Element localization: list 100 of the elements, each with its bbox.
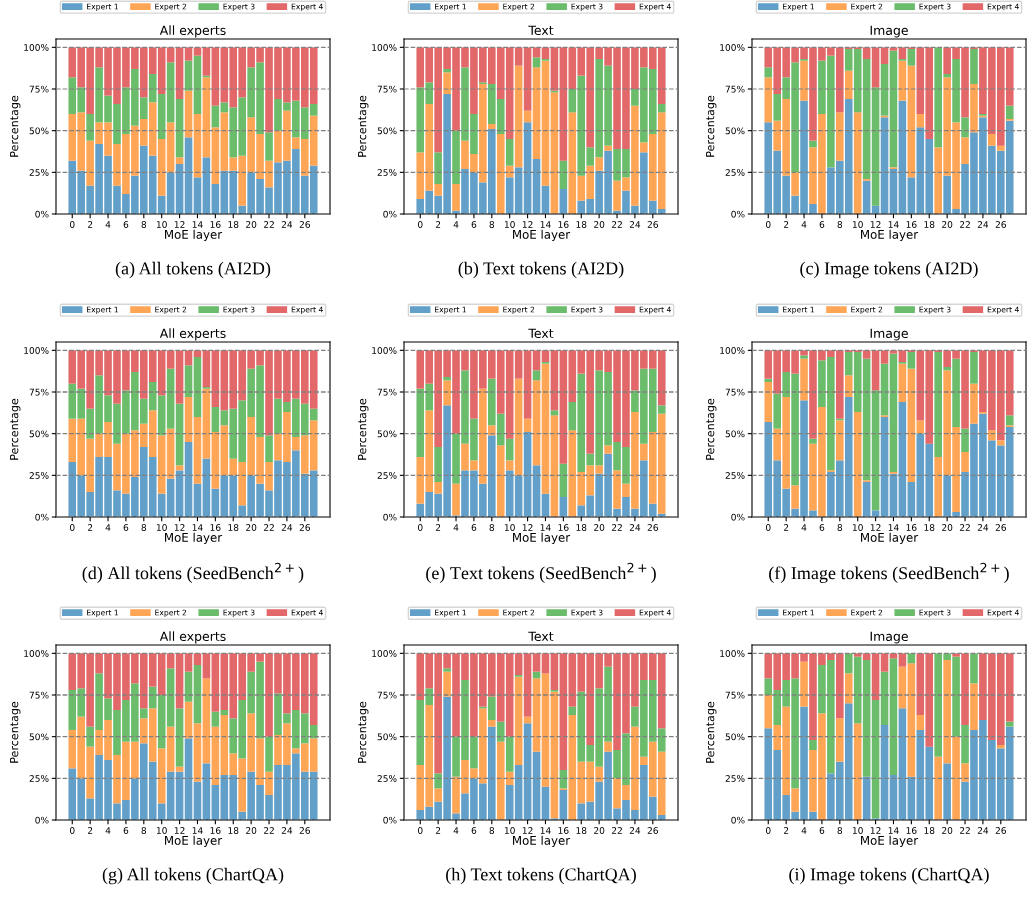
y-tick-label: 0%	[35, 210, 49, 218]
y-tick-label: 100%	[720, 347, 745, 354]
x-tick-label: 16	[906, 221, 917, 228]
x-tick-label: 10	[156, 524, 167, 531]
x-tick-label: 0	[69, 221, 75, 228]
y-tick-label: 75%	[725, 691, 745, 699]
x-tick-label: 0	[417, 221, 423, 228]
x-tick-label: 14	[888, 524, 899, 531]
x-tick-label: 12	[174, 221, 185, 228]
x-axis-title: MoE layer	[861, 532, 919, 545]
x-tick-label: 20	[594, 827, 605, 834]
x-tick-label: 4	[801, 221, 807, 228]
x-tick-label: 24	[629, 524, 641, 531]
x-tick-label: 18	[924, 524, 935, 531]
y-tick-label: 75%	[725, 388, 745, 396]
y-tick-label: 25%	[377, 775, 397, 782]
x-tick-label: 4	[453, 221, 459, 228]
x-tick-label: 6	[123, 827, 129, 834]
x-tick-label: 2	[87, 827, 93, 834]
x-tick-label: 24	[281, 221, 293, 228]
x-tick-label: 24	[281, 827, 293, 834]
x-tick-label: 8	[489, 524, 495, 531]
x-tick-label: 2	[87, 524, 93, 531]
y-tick-label: 100%	[372, 44, 397, 51]
x-tick-label: 0	[417, 524, 423, 531]
y-tick-label: 0%	[731, 210, 745, 218]
x-tick-label: 10	[504, 524, 515, 531]
x-tick-label: 6	[471, 827, 477, 834]
x-tick-label: 6	[819, 221, 825, 228]
y-tick-label: 100%	[24, 347, 49, 354]
x-axis-title: MoE layer	[861, 835, 919, 848]
x-tick-label: 12	[522, 827, 533, 834]
y-tick-label: 25%	[29, 472, 49, 479]
x-tick-label: 4	[453, 827, 459, 834]
chart-title: All experts	[159, 328, 226, 341]
x-tick-label: 18	[576, 827, 587, 834]
x-tick-label: 12	[522, 221, 533, 228]
x-tick-label: 20	[594, 221, 605, 228]
x-tick-label: 14	[192, 524, 203, 531]
y-tick-label: 25%	[725, 169, 745, 176]
x-axis-title: MoE layer	[165, 835, 223, 848]
y-tick-label: 50%	[29, 127, 49, 135]
y-axis-title: Percentage	[10, 701, 21, 763]
text: (h) Text tokens (ChartQA)	[446, 867, 636, 885]
x-tick-label: 22	[263, 827, 274, 834]
x-tick-label: 14	[192, 221, 203, 228]
x-tick-label: 0	[417, 827, 423, 834]
x-tick-label: 16	[558, 221, 569, 228]
y-tick-label: 25%	[377, 169, 397, 176]
x-tick-label: 26	[995, 524, 1006, 531]
x-tick-label: 22	[611, 827, 622, 834]
x-tick-label: 20	[246, 221, 257, 228]
y-tick-label: 50%	[29, 733, 49, 741]
text: (e) Text tokens (SeedBench$^{2+}$)	[426, 562, 656, 583]
x-tick-label: 4	[105, 827, 111, 834]
x-tick-label: 24	[629, 827, 641, 834]
y-axis-title: Percentage	[358, 398, 369, 460]
x-tick-label: 8	[837, 827, 843, 834]
text: (b) Text tokens (AI2D)	[458, 261, 624, 279]
x-tick-label: 10	[504, 221, 515, 228]
x-tick-label: 10	[504, 827, 515, 834]
x-axis-title: MoE layer	[513, 532, 571, 545]
x-tick-label: 26	[647, 524, 658, 531]
x-tick-label: 22	[611, 524, 622, 531]
x-tick-label: 20	[594, 524, 605, 531]
x-tick-label: 2	[87, 221, 93, 228]
x-tick-label: 6	[819, 827, 825, 834]
x-tick-label: 2	[435, 524, 441, 531]
text: (i) Image tokens (ChartQA)	[789, 867, 989, 885]
y-tick-label: 0%	[35, 816, 49, 824]
x-tick-label: 14	[192, 827, 203, 834]
x-tick-label: 20	[942, 221, 953, 228]
x-tick-label: 8	[141, 221, 147, 228]
x-tick-label: 20	[942, 524, 953, 531]
y-tick-label: 100%	[720, 650, 745, 657]
x-tick-label: 16	[210, 827, 221, 834]
y-tick-label: 0%	[35, 513, 49, 521]
x-tick-label: 0	[765, 827, 771, 834]
y-tick-label: 0%	[383, 210, 397, 218]
x-axis-title: MoE layer	[165, 229, 223, 242]
y-tick-label: 50%	[725, 430, 745, 438]
x-tick-label: 26	[995, 221, 1006, 228]
x-tick-label: 14	[888, 221, 899, 228]
y-axis-title: Percentage	[10, 95, 21, 157]
x-tick-label: 26	[299, 221, 310, 228]
y-axis-title: Percentage	[358, 95, 369, 157]
x-tick-label: 14	[540, 524, 551, 531]
x-tick-label: 6	[123, 221, 129, 228]
x-tick-label: 22	[263, 524, 274, 531]
text: (g) All tokens (ChartQA)	[102, 867, 284, 885]
x-tick-label: 6	[819, 524, 825, 531]
x-tick-label: 18	[576, 221, 587, 228]
y-tick-label: 75%	[29, 388, 49, 396]
x-tick-label: 26	[647, 221, 658, 228]
x-tick-label: 14	[888, 827, 899, 834]
x-tick-label: 10	[852, 524, 863, 531]
x-tick-label: 22	[959, 524, 970, 531]
y-tick-label: 75%	[29, 85, 49, 93]
chart-title: All experts	[159, 25, 226, 38]
x-tick-label: 2	[435, 827, 441, 834]
